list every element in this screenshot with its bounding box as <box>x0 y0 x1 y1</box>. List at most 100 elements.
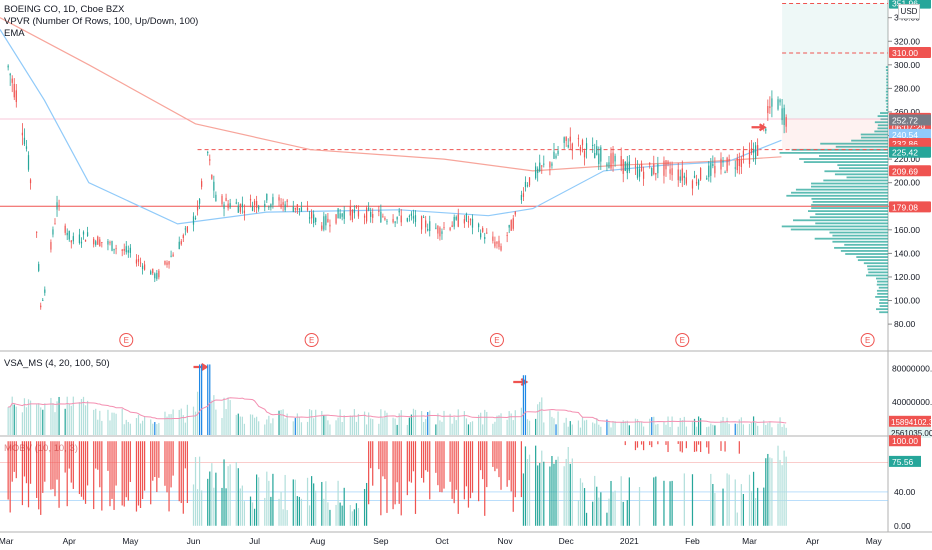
vsa-volume-bar[interactable] <box>526 419 529 435</box>
candle-body[interactable] <box>21 132 24 136</box>
vsa-volume-bar[interactable] <box>471 421 474 435</box>
vsa-volume-bar[interactable] <box>608 421 610 435</box>
mobv-axis-label[interactable]: 100.00 <box>889 435 921 447</box>
candle-body[interactable] <box>638 169 641 177</box>
price-axis-label[interactable]: 225.42 <box>889 146 931 158</box>
vsa-volume-bar[interactable] <box>425 419 427 435</box>
candle-body[interactable] <box>649 162 651 165</box>
vsa-volume-bar[interactable] <box>712 424 714 435</box>
vsa-volume-bar[interactable] <box>657 423 659 435</box>
vsa-volume-bar[interactable] <box>736 423 738 435</box>
currency-button[interactable]: USD <box>898 4 920 19</box>
mobv-bar[interactable] <box>563 466 565 526</box>
vsa-volume-bar[interactable] <box>396 424 398 435</box>
mobv-bar[interactable] <box>270 496 272 526</box>
vsa-volume-bar[interactable] <box>380 409 382 435</box>
vsa-volume-bar[interactable] <box>683 416 685 435</box>
vsa-volume-bar[interactable] <box>321 410 323 435</box>
mobv-bar[interactable] <box>84 441 87 504</box>
candle-body[interactable] <box>101 241 103 243</box>
candle-body[interactable] <box>471 218 474 228</box>
vsa-volume-bar[interactable] <box>583 420 586 435</box>
candle-body[interactable] <box>341 213 343 217</box>
mobv-bar[interactable] <box>781 465 783 526</box>
vsa-volume-bar[interactable] <box>270 423 272 435</box>
candle-body[interactable] <box>111 241 113 251</box>
candle-body[interactable] <box>86 232 89 236</box>
mobv-bar[interactable] <box>463 441 465 500</box>
mobv-bar[interactable] <box>724 441 726 452</box>
candle-body[interactable] <box>478 223 480 228</box>
candle-body[interactable] <box>380 211 382 223</box>
mobv-bar[interactable] <box>372 441 374 486</box>
vsa-volume-bar[interactable] <box>99 410 101 435</box>
mobv-bar[interactable] <box>449 441 451 482</box>
vsa-volume-bar[interactable] <box>651 417 653 435</box>
candle-body[interactable] <box>308 217 311 219</box>
vsa-volume-bar[interactable] <box>343 415 345 435</box>
candle-body[interactable] <box>398 210 400 213</box>
vsa-volume-bar[interactable] <box>612 421 614 435</box>
mobv-bar[interactable] <box>710 473 712 526</box>
vsa-volume-bar[interactable] <box>229 400 231 435</box>
candle-body[interactable] <box>742 150 745 157</box>
vsa-volume-bar[interactable] <box>243 423 246 435</box>
vsa-volume-bar[interactable] <box>253 417 256 435</box>
mobv-bar[interactable] <box>156 441 158 493</box>
vsa-volume-bar[interactable] <box>196 391 199 435</box>
mobv-bar[interactable] <box>99 441 101 488</box>
candle-body[interactable] <box>363 215 366 218</box>
mobv-bar[interactable] <box>294 479 296 526</box>
vsa-volume-bar[interactable] <box>209 364 211 435</box>
vsa-volume-bar[interactable] <box>693 418 696 435</box>
mobv-bar[interactable] <box>722 488 724 526</box>
vsa-volume-bar[interactable] <box>427 412 429 435</box>
vsa-volume-bar[interactable] <box>663 421 665 435</box>
vsa-volume-bar[interactable] <box>478 414 480 435</box>
candle-body[interactable] <box>93 238 95 245</box>
candle-body[interactable] <box>156 272 158 279</box>
candle-body[interactable] <box>42 299 44 301</box>
earnings-marker[interactable] <box>860 333 875 347</box>
vsa-volume-bar[interactable] <box>524 375 527 435</box>
vsa-volume-bar[interactable] <box>441 421 443 435</box>
candle-body[interactable] <box>669 169 671 174</box>
mobv-bar[interactable] <box>58 441 60 508</box>
price-axis-label[interactable]: 179.08 <box>889 201 931 213</box>
candle-body[interactable] <box>557 150 559 155</box>
candle-body[interactable] <box>710 163 712 176</box>
candle-body[interactable] <box>451 225 453 228</box>
candle-body[interactable] <box>15 90 17 103</box>
candle-body[interactable] <box>498 240 500 248</box>
candle-body[interactable] <box>107 241 109 245</box>
vsa-volume-bar[interactable] <box>284 418 286 435</box>
candle-body[interactable] <box>612 152 614 164</box>
candle-body[interactable] <box>150 271 152 275</box>
vsa-volume-bar[interactable] <box>581 417 584 435</box>
candle-body[interactable] <box>353 209 355 214</box>
mobv-bar[interactable] <box>642 441 645 451</box>
candle-body[interactable] <box>392 218 394 223</box>
vsa-volume-bar[interactable] <box>294 418 296 435</box>
mobv-bar[interactable] <box>311 476 313 526</box>
candle-body[interactable] <box>435 227 437 229</box>
vsa-volume-bar[interactable] <box>506 419 508 435</box>
mobv-bar[interactable] <box>25 441 28 484</box>
vsa-volume-bar[interactable] <box>669 426 671 435</box>
candle-body[interactable] <box>9 73 11 76</box>
candle-body[interactable] <box>172 254 174 257</box>
mobv-bar[interactable] <box>526 459 529 526</box>
mobv-bar[interactable] <box>107 441 109 471</box>
candle-body[interactable] <box>620 155 622 166</box>
vsa-volume-bar[interactable] <box>439 420 441 435</box>
vsa-volume-bar[interactable] <box>449 413 451 435</box>
vsa-volume-bar[interactable] <box>649 418 651 435</box>
candle-body[interactable] <box>781 108 783 121</box>
mobv-bar[interactable] <box>398 441 400 504</box>
candle-body[interactable] <box>80 241 83 244</box>
mobv-bar[interactable] <box>284 474 286 526</box>
vsa-volume-bar[interactable] <box>64 408 66 435</box>
candle-body[interactable] <box>129 247 131 253</box>
vsa-volume-bar[interactable] <box>335 420 337 435</box>
vsa-volume-bar[interactable] <box>537 404 539 435</box>
